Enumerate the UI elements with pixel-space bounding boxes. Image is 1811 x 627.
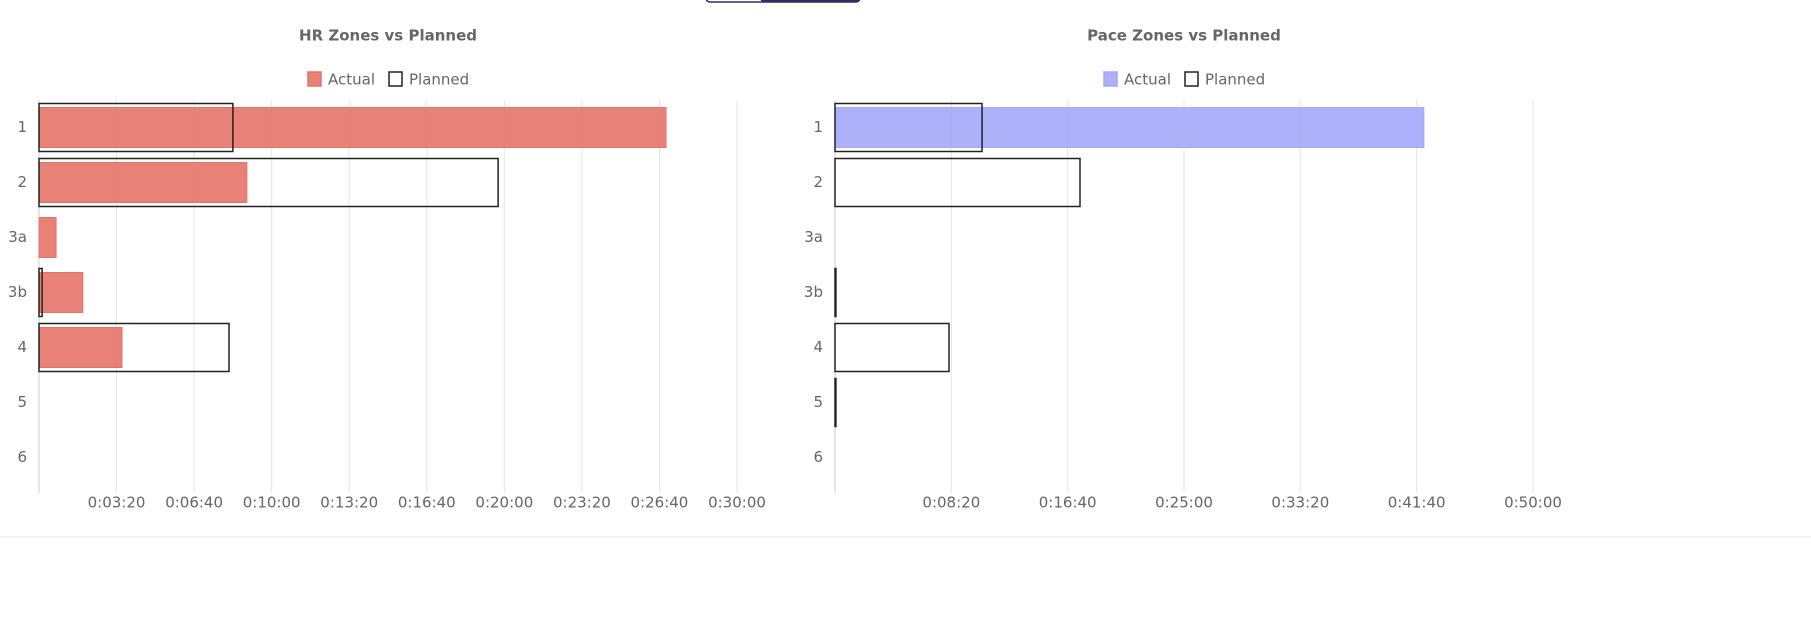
x-tick-label: 0:30:00 (708, 494, 766, 512)
planned-bar (834, 157, 1081, 208)
planned-bar (38, 267, 43, 318)
y-tick-label: 4 (17, 338, 27, 356)
y-tick-label: 5 (17, 393, 27, 411)
legend-swatch (1103, 71, 1118, 87)
x-tick-label: 0:20:00 (475, 494, 533, 512)
x-tick-label: 0:25:00 (1155, 494, 1213, 512)
chart-title: HR Zones vs Planned (299, 27, 477, 45)
y-tick-label: 3a (804, 228, 823, 246)
planned-bar (834, 267, 837, 318)
actual-bar (834, 107, 1425, 148)
y-tick-label: 2 (813, 173, 823, 191)
actual-bar (38, 162, 248, 203)
planned-bar (834, 102, 983, 153)
y-tick-label: 6 (813, 448, 823, 466)
y-tick-label: 4 (813, 338, 823, 356)
actual-bar (38, 217, 57, 258)
y-tick-label: 3b (804, 283, 823, 301)
planned-bar (834, 377, 837, 428)
x-tick-label: 0:33:20 (1271, 494, 1329, 512)
x-tick-label: 0:16:40 (398, 494, 456, 512)
legend-label: Planned (1205, 71, 1265, 89)
planned-bar (38, 102, 234, 153)
x-tick-label: 0:16:40 (1039, 494, 1097, 512)
x-tick-label: 0:41:40 (1388, 494, 1446, 512)
toggle-active[interactable] (760, 0, 860, 2)
legend-label: Planned (409, 71, 469, 89)
actual-bar (38, 327, 123, 368)
x-tick-label: 0:08:20 (922, 494, 980, 512)
y-tick-label: 5 (813, 393, 823, 411)
x-tick-label: 0:06:40 (165, 494, 223, 512)
y-tick-label: 3b (8, 283, 27, 301)
y-tick-label: 1 (17, 118, 27, 136)
x-tick-label: 0:50:00 (1504, 494, 1562, 512)
chart-title: Pace Zones vs Planned (1087, 27, 1281, 45)
planned-bar (834, 322, 950, 373)
x-tick-label: 0:13:20 (320, 494, 378, 512)
x-tick-label: 0:26:40 (631, 494, 689, 512)
legend-label: Actual (1124, 71, 1171, 89)
x-tick-label: 0:03:20 (88, 494, 146, 512)
y-tick-label: 2 (17, 173, 27, 191)
actual-bar (38, 107, 667, 148)
legend-label: Actual (328, 71, 375, 89)
legend-swatch (307, 71, 322, 87)
planned-bar (38, 322, 230, 373)
y-tick-label: 1 (813, 118, 823, 136)
x-tick-label: 0:10:00 (243, 494, 301, 512)
y-tick-label: 3a (8, 228, 27, 246)
legend-swatch (1184, 71, 1199, 87)
y-tick-label: 6 (17, 448, 27, 466)
legend-swatch (388, 71, 403, 87)
actual-bar (38, 272, 84, 313)
planned-bar (38, 157, 499, 208)
x-tick-label: 0:23:20 (553, 494, 611, 512)
